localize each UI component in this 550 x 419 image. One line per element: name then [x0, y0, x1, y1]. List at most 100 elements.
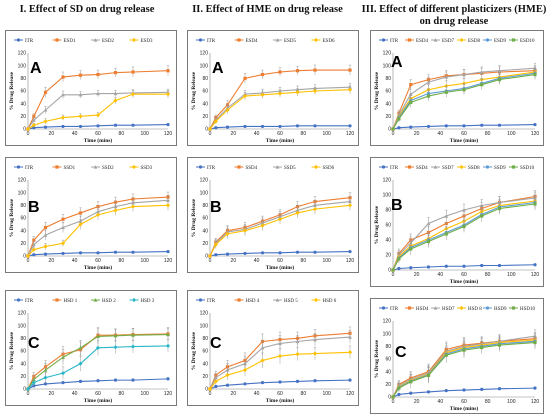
- x-tick-label: 80: [301, 391, 307, 397]
- data-point: [113, 123, 118, 127]
- y-tick-label: 60: [385, 357, 391, 363]
- data-point: [96, 91, 100, 96]
- data-point: [409, 100, 413, 104]
- data-point: [207, 126, 213, 132]
- data-point: [61, 124, 65, 129]
- data-point: [497, 387, 502, 391]
- data-point: [295, 339, 300, 344]
- series-line: [27, 93, 168, 130]
- y-tick-label: 100: [18, 63, 27, 69]
- data-point: [313, 337, 317, 342]
- data-point: [31, 123, 36, 128]
- column-title-3: III. Effect of different plasticizers (H…: [361, 4, 547, 27]
- data-point: [462, 388, 466, 392]
- x-tick-label: 60: [277, 258, 283, 264]
- data-point: [213, 379, 218, 384]
- y-tick-label: 40: [20, 101, 26, 107]
- chart-svg: ITR SSD4 SSD7 SSD8 SSD9 SSD100204060801001200…: [374, 164, 539, 285]
- series-itr: [26, 122, 170, 131]
- data-point: [31, 380, 36, 385]
- data-point: [462, 124, 466, 128]
- y-tick-label: 0: [23, 254, 26, 260]
- data-point: [348, 378, 352, 382]
- data-point: [497, 263, 502, 268]
- data-point: [497, 78, 502, 82]
- legend-label: SSD4: [416, 166, 428, 171]
- data-point: [130, 204, 136, 209]
- data-point: [533, 340, 537, 345]
- data-point: [444, 353, 448, 357]
- x-tick-label: 120: [346, 258, 355, 264]
- data-point: [397, 117, 401, 121]
- data-point: [32, 126, 36, 130]
- y-tick-label: 120: [383, 178, 392, 184]
- y-tick-label: 100: [200, 190, 209, 196]
- y-axis-label: % Drug Release: [374, 71, 380, 110]
- data-point: [426, 265, 431, 269]
- data-point: [397, 266, 401, 271]
- data-point: [391, 395, 395, 399]
- data-point: [207, 386, 213, 392]
- y-tick-label: 100: [18, 190, 27, 196]
- axes: 0 20 40 60 80 100 120 0 20 40 60 80 100 120 Time (mins…: [9, 178, 172, 271]
- y-axis-label: % Drug Release: [9, 331, 15, 370]
- x-tick-label: 40: [72, 391, 78, 397]
- data-point: [347, 350, 353, 355]
- chart-svg: ITR ESD4 ESD5 ESD6 0 20 40 60 80 100 120 0 20 40 60 80 1…: [191, 37, 354, 144]
- data-point: [313, 250, 317, 254]
- data-point: [462, 264, 466, 268]
- data-point: [113, 250, 118, 254]
- x-tick-label: 40: [438, 399, 444, 405]
- legend-label: ITR: [207, 39, 216, 44]
- x-tick-label: 20: [49, 258, 55, 264]
- data-point: [243, 251, 247, 256]
- data-point: [260, 345, 265, 350]
- legend-marker: [407, 38, 412, 42]
- x-tick-label: 20: [231, 258, 237, 264]
- data-point: [78, 73, 83, 77]
- y-tick-label: 80: [385, 208, 391, 214]
- data-point: [278, 124, 282, 129]
- data-point: [96, 251, 100, 255]
- y-tick-label: 80: [202, 336, 208, 342]
- x-axis-label: Time (mins): [266, 137, 295, 144]
- legend-label: HSD 4: [246, 299, 260, 304]
- legend-marker: [511, 38, 516, 42]
- legend-marker: [93, 165, 98, 169]
- legend-label: ESD4: [246, 39, 258, 44]
- data-point: [533, 386, 537, 390]
- y-axis-label: % Drug Release: [374, 339, 380, 378]
- legend-marker: [511, 306, 516, 310]
- data-point: [426, 124, 431, 129]
- y-tick-label: 40: [385, 369, 391, 375]
- data-point: [25, 386, 31, 392]
- x-tick-label: 40: [438, 131, 444, 137]
- data-point: [25, 126, 31, 132]
- legend: ITR ESD4 ESD7 ESD8 ESD9 ESD10: [379, 37, 535, 44]
- legend-marker: [131, 297, 137, 303]
- data-point: [78, 92, 83, 97]
- legend-marker: [131, 37, 137, 43]
- series-itr: [26, 249, 170, 258]
- legend-marker: [16, 38, 21, 42]
- x-tick-label: 60: [461, 272, 467, 278]
- data-point: [295, 379, 300, 383]
- legend-marker: [433, 306, 438, 310]
- series-hsd-6: [207, 345, 353, 392]
- x-tick-label: 60: [95, 258, 101, 264]
- legend-marker: [313, 297, 319, 303]
- data-point: [278, 341, 282, 345]
- x-axis-label: Time (mins): [450, 405, 479, 412]
- data-point: [348, 124, 352, 128]
- y-tick-label: 40: [385, 101, 391, 107]
- legend-marker: [55, 38, 59, 42]
- data-point: [113, 71, 118, 75]
- x-tick-label: 120: [531, 131, 540, 137]
- chart-panel: ITR SSD4 SSD5 SSD6 0 20 40 60 80 100 120 0 20 40 60 80 1…: [187, 157, 359, 273]
- x-tick-label: 0: [209, 391, 212, 397]
- data-point: [43, 125, 48, 129]
- y-tick-label: 20: [385, 253, 391, 259]
- data-point: [214, 126, 218, 130]
- data-point: [313, 68, 317, 72]
- series-line: [209, 197, 351, 257]
